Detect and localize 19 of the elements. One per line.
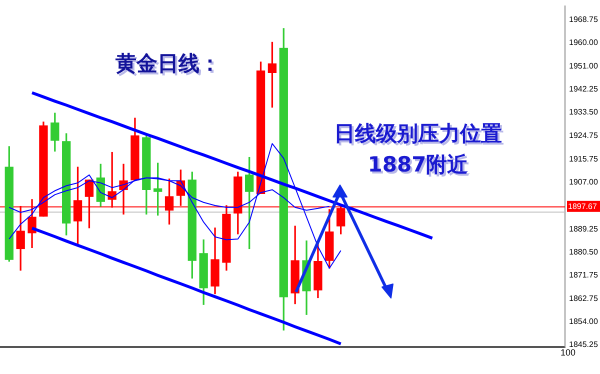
annotation: 100 [560, 347, 576, 358]
ref-line-label: 1897.67 [568, 202, 598, 212]
y-tick-label: 1907.00 [569, 178, 598, 187]
y-tick-label: 1915.75 [569, 154, 598, 164]
y-tick-label: 1862.75 [569, 294, 598, 304]
y-tick-label: 1968.75 [569, 14, 598, 24]
y-tick-label: 1854.00 [569, 317, 598, 326]
y-tick-label: 1933.50 [569, 108, 598, 117]
y-tick-label: 1942.25 [569, 84, 598, 94]
y-tick-label: 1924.75 [569, 130, 598, 140]
annotation: 日线级别压力位置 [336, 123, 504, 148]
y-tick-label: 1889.25 [569, 224, 598, 234]
text: 黄金日线： [116, 53, 222, 78]
y-tick-label: 1880.50 [569, 247, 598, 256]
y-tick-label: 1845.25 [569, 340, 598, 350]
y-tick-label: 1871.75 [569, 270, 598, 280]
y-tick-label: 1951.00 [569, 62, 598, 71]
annotation: 1887附近 [370, 154, 470, 178]
y-tick-label: 1960.00 [569, 38, 598, 47]
